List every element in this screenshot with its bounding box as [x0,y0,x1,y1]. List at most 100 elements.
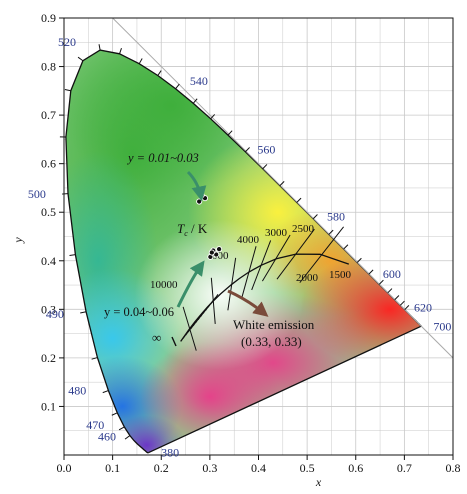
locus-tick [378,279,384,285]
locus-tick [368,269,374,275]
locus-tick [175,83,180,90]
x-tick-label: 0.7 [397,461,412,475]
x-tick-label: 0.1 [105,461,120,475]
y-tick-label: 0.3 [41,302,56,316]
y-tick-label: 0.7 [41,108,56,122]
locus-tick [69,254,76,257]
x-plus-y-equals-one-line [112,17,454,359]
locus-tick [279,181,285,187]
y-tick-label: 0.4 [41,254,56,268]
y-tick-label: 0.1 [41,399,56,413]
temp-label-2000: 2000 [296,272,319,284]
locus-tick [312,214,318,220]
x-tick-label: 0.4 [251,461,266,475]
x-tick-label: 0.8 [446,461,461,475]
color-gamut-fill [65,50,422,453]
locus-tick [192,98,198,104]
locus-tick [119,48,122,54]
temp-label-1500: 1500 [329,269,352,281]
y-tick-label: 0.9 [41,11,56,25]
y-tick-label: 0.8 [41,60,56,74]
x-tick-label: 0.5 [300,461,315,475]
wavelength-label-470: 470 [86,418,104,432]
infinity-marker [171,336,177,347]
temp-label-2500: 2500 [292,223,315,235]
temp-label-10000: 10000 [150,279,178,291]
locus-tick [118,426,125,431]
locus-tick [111,412,118,416]
wavelength-label-560: 560 [257,143,275,157]
isotherm [299,226,344,283]
locus-tick [387,288,393,294]
locus-tick [157,70,162,76]
isotherm [227,257,237,311]
locus-tick [77,56,84,62]
y-axis-title: y [11,237,25,244]
x-tick-label: 0.2 [154,461,169,475]
locus-tick [124,435,131,440]
line-of-purples [148,325,422,454]
locus-tick [262,164,268,170]
locus-tick [64,88,71,92]
white-emission-label: White emission [233,317,315,332]
wavelength-label-600: 600 [383,267,401,281]
locus-tick [356,257,362,263]
temp-label-infinity: ∞ [152,330,161,345]
spectral-locus-ticks [59,44,410,440]
point-s1-1 [196,198,203,205]
y-tick-label: 0.2 [41,351,56,365]
temp-label-3000: 3000 [265,227,288,239]
point-s2-5 [208,249,215,256]
temperature-axis-label: Tc / K [177,221,208,238]
x-axis-title: x [315,475,322,489]
isotherm [276,228,315,280]
planck-hatch [212,293,219,302]
locus-tick [399,300,405,306]
wavelength-label-380: 380 [161,446,179,460]
isotherm [261,234,291,282]
wavelength-label-480: 480 [68,383,86,397]
wavelength-label-500: 500 [28,187,46,201]
locus-tick [296,197,302,203]
y-tick-label: 0.6 [41,157,56,171]
y-tick-label: 0.5 [41,205,56,219]
isotherm [251,240,272,291]
annotations: y = 0.01~0.03 y = 0.04~0.06 Tc / K White… [104,151,315,349]
wavelength-label-460: 460 [98,429,116,443]
locus-tick [227,130,233,136]
series-2-label: y = 0.04~0.06 [104,305,174,319]
x-tick-label: 0.0 [57,461,72,475]
locus-tick [343,244,349,250]
wavelength-label-520: 520 [58,35,76,49]
temp-label-4000: 4000 [237,234,260,246]
locus-tick [394,295,400,301]
arrow-series-1 [186,170,207,202]
wavelength-label-620: 620 [414,300,432,314]
locus-tick [80,311,87,314]
series-1-label: y = 0.01~0.03 [126,151,199,165]
point-s2-4 [216,246,223,253]
white-emission-coords: (0.33, 0.33) [241,334,302,349]
locus-tick [98,44,101,51]
locus-tick [328,229,334,235]
arrow-white-emission [227,289,269,317]
wavelength-label-490: 490 [46,307,64,321]
locus-tick [91,357,98,360]
isotherm-lines [180,226,344,351]
wavelength-label-540: 540 [190,74,208,88]
axes: 0.0 0.1 0.2 0.3 0.4 0.5 0.6 0.7 0.8 0.1 0.2 0.3 0.4 0… [11,11,461,489]
locus-tick [245,147,250,153]
x-tick-label: 0.6 [348,461,363,475]
isotherm [241,246,257,298]
locus-tick [404,305,410,311]
wavelength-label-580: 580 [327,210,345,224]
arrow-series-2 [176,260,205,308]
locus-tick [102,390,109,394]
locus-tick [138,58,143,64]
wavelength-label-700: 700 [433,319,451,333]
locus-tick [210,114,216,120]
x-tick-label: 0.3 [202,461,217,475]
